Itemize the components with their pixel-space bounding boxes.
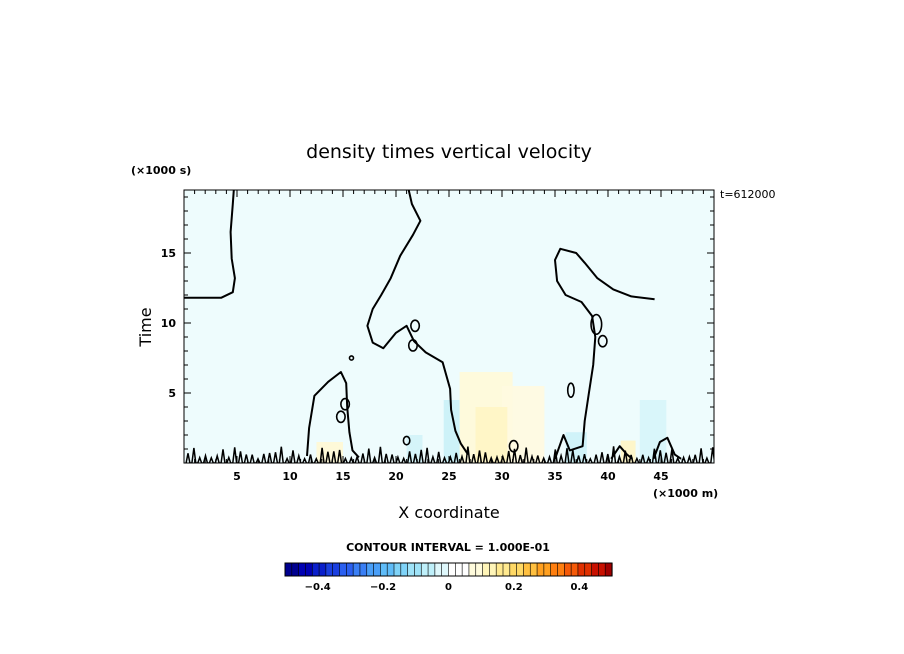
colorbar-cell-6 — [325, 562, 334, 577]
small-contour-2 — [407, 338, 419, 352]
colorbar-cell-2 — [298, 562, 307, 577]
plot-area: 5 10 15 20 25 30 35 40 45 5 10 15 — [161, 189, 715, 483]
colorbar-cell-4 — [311, 562, 320, 577]
colorbar-cell-9 — [346, 562, 354, 577]
small-contour-4 — [566, 382, 575, 399]
small-contour-9 — [348, 355, 355, 361]
small-contour-8 — [402, 435, 411, 446]
colorbar-cell-36 — [529, 562, 538, 577]
zero-contour-4 — [652, 436, 682, 460]
colorbar-cell-29 — [482, 562, 490, 577]
colorbar-cell-44 — [584, 562, 593, 577]
x-tick-label-5: 5 — [233, 470, 241, 483]
colorbar-cell-37 — [536, 562, 545, 577]
contour-interval-text: CONTOUR INTERVAL = 1.000E-01 — [346, 541, 550, 554]
colorbar-cell-14 — [380, 562, 388, 577]
time-stamp: t=612000 — [720, 188, 776, 201]
colorbar-cell-20 — [420, 562, 429, 577]
zero-contour-1 — [554, 247, 655, 460]
x-unit-label: (×1000 m) — [653, 487, 718, 500]
colorbar-cell-33 — [509, 562, 518, 577]
field-region-2 — [475, 407, 508, 463]
colorbar-cell-31 — [495, 562, 504, 577]
x-tick-label-30: 30 — [494, 470, 510, 483]
colorbar-cell-17 — [400, 562, 409, 577]
colorbar-cell-45 — [591, 562, 599, 577]
zero-contour-0 — [184, 190, 236, 299]
colorbar-cell-22 — [434, 562, 443, 577]
colorbar-cell-7 — [332, 562, 341, 577]
y-tick-label-15: 15 — [161, 247, 176, 260]
chart-title: density times vertical velocity — [306, 141, 592, 163]
colorbar-cell-41 — [564, 562, 572, 577]
zero-contour-3 — [306, 371, 360, 459]
colorbar-cell-10 — [352, 562, 361, 577]
colorbar-cell-25 — [455, 562, 463, 577]
colorbar-cell-42 — [570, 562, 579, 577]
colorbar-cell-28 — [475, 562, 484, 577]
colorbar-cell-24 — [448, 562, 456, 577]
x-tick-label-10: 10 — [282, 470, 298, 483]
small-contour-3 — [597, 334, 608, 348]
y-tick-label-5: 5 — [168, 387, 176, 400]
axis-ticks: 5 10 15 20 25 30 35 40 45 5 10 15 — [161, 190, 714, 483]
colorbar-cell-19 — [414, 562, 422, 577]
x-tick-label-35: 35 — [547, 470, 562, 483]
colorbar-cell-5 — [318, 562, 327, 577]
field-region-6 — [639, 400, 667, 463]
colorbar-tick-1: −0.2 — [370, 582, 396, 593]
field-region-5 — [443, 400, 460, 463]
colorbar-cell-32 — [502, 562, 511, 577]
colorbar-tick-2: 0 — [445, 582, 452, 593]
field-region-1 — [502, 386, 545, 463]
colorbar-cell-18 — [407, 562, 416, 577]
zero-contour-2 — [366, 190, 469, 456]
x-tick-label-45: 45 — [653, 470, 668, 483]
small-contour-1 — [410, 319, 421, 333]
small-contour-5 — [340, 397, 351, 411]
colorbar-cell-21 — [427, 562, 436, 577]
colorbar-cell-39 — [550, 562, 559, 577]
zero-contours — [184, 190, 714, 463]
colorbar-cell-43 — [577, 562, 586, 577]
colorbar-tick-0: −0.4 — [305, 582, 331, 593]
colorbar-cell-38 — [543, 562, 552, 577]
x-tick-label-40: 40 — [600, 470, 616, 483]
colorbar: −0.4 −0.2 0 0.2 0.4 — [284, 562, 613, 593]
small-contour-0 — [590, 313, 603, 336]
colorbar-tick-4: 0.4 — [570, 582, 588, 593]
colorbar-cell-27 — [468, 562, 477, 577]
colorbar-cell-40 — [557, 562, 565, 577]
colorbar-cell-12 — [366, 562, 375, 577]
colorbar-cell-8 — [339, 562, 347, 577]
zero-contour-5 — [610, 445, 634, 460]
colorbar-cell-26 — [461, 562, 470, 577]
x-tick-label-15: 15 — [335, 470, 350, 483]
colorbar-cell-16 — [393, 562, 402, 577]
surface-contours — [185, 446, 714, 463]
x-tick-label-20: 20 — [388, 470, 404, 483]
colorbar-cell-11 — [359, 562, 368, 577]
field-region-3 — [620, 440, 636, 463]
colorbar-cell-35 — [523, 562, 531, 577]
y-unit-label: (×1000 s) — [131, 164, 191, 177]
colorbar-cell-13 — [373, 562, 381, 577]
x-tick-label-25: 25 — [441, 470, 456, 483]
colorbar-cell-46 — [598, 562, 606, 577]
y-axis-label: Time — [136, 307, 155, 347]
colorbar-frame — [284, 562, 613, 577]
colorbar-cell-1 — [291, 562, 300, 577]
x-axis-label: X coordinate — [398, 503, 499, 522]
colorbar-cell-15 — [386, 562, 395, 577]
colorbar-cell-23 — [441, 562, 450, 577]
y-tick-label-10: 10 — [161, 317, 177, 330]
colorbar-cell-34 — [516, 562, 525, 577]
colorbar-cell-47 — [604, 562, 613, 577]
colorbar-cell-0 — [284, 562, 293, 577]
small-contour-6 — [335, 410, 346, 424]
colorbar-cell-30 — [489, 562, 497, 577]
colorbar-tick-3: 0.2 — [505, 582, 523, 593]
colorbar-cell-3 — [305, 562, 313, 577]
